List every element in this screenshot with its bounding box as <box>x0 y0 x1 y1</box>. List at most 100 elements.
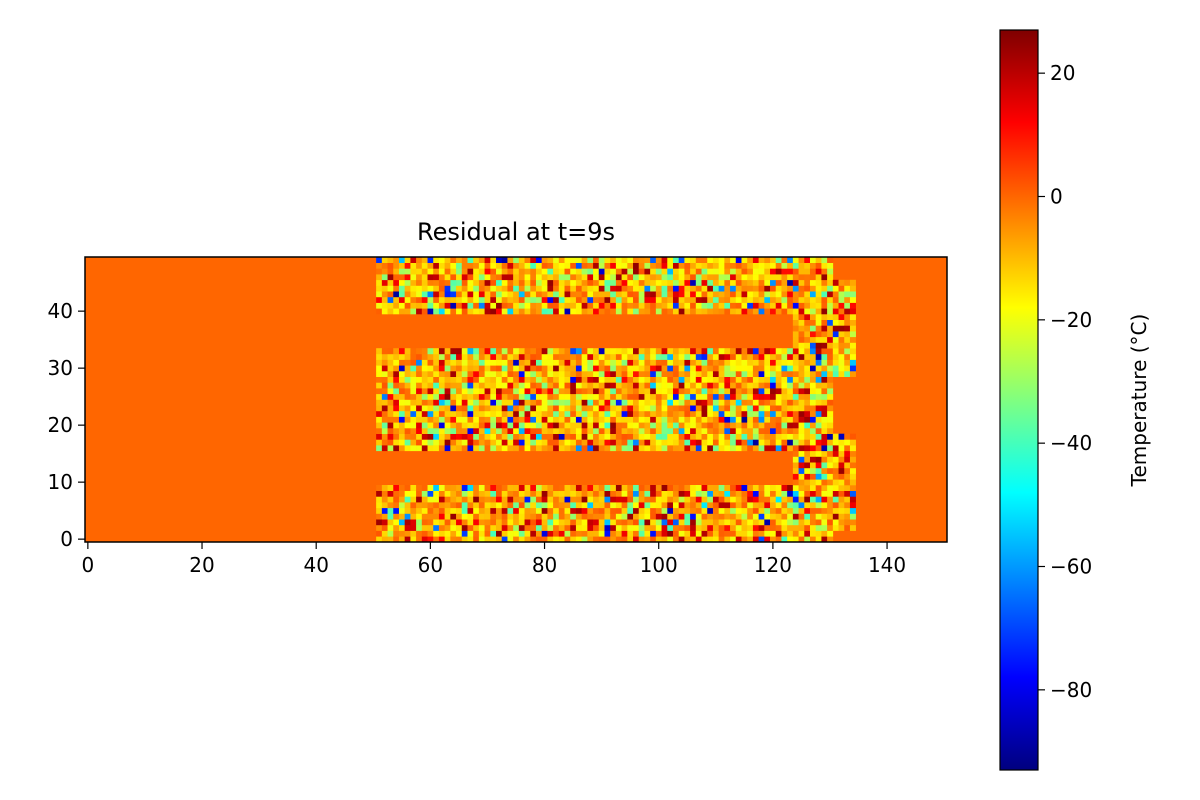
heatmap-cell <box>513 285 520 292</box>
heatmap-cell <box>376 530 383 537</box>
heatmap-cell <box>518 382 525 389</box>
heatmap-cell <box>849 473 856 480</box>
heatmap-cell <box>718 382 725 389</box>
heatmap-cell <box>398 433 405 440</box>
heatmap-cell <box>809 416 816 423</box>
heatmap-cell <box>815 331 822 338</box>
heatmap-cell <box>798 291 805 298</box>
heatmap-cell <box>644 405 651 412</box>
heatmap-cell <box>832 496 839 503</box>
heatmap-cell <box>507 365 514 372</box>
heatmap-cell <box>404 422 411 429</box>
heatmap-cell <box>570 445 577 452</box>
heatmap-cell <box>815 285 822 292</box>
heatmap-cell <box>461 302 468 309</box>
heatmap-cell <box>655 279 662 286</box>
heatmap-cell <box>667 405 674 412</box>
heatmap-cell <box>553 485 560 491</box>
heatmap-cell <box>575 296 582 303</box>
heatmap-cell <box>621 268 628 275</box>
heatmap-cell <box>798 331 805 338</box>
heatmap-cell <box>496 536 503 543</box>
heatmap-cell <box>792 410 799 417</box>
heatmap-cell <box>581 285 588 292</box>
heatmap-cell <box>547 433 554 440</box>
heatmap-cell <box>758 519 765 526</box>
heatmap-cell <box>638 399 645 406</box>
heatmap-cell <box>741 513 748 520</box>
heatmap-cell <box>547 439 554 446</box>
heatmap-cell <box>558 348 565 355</box>
heatmap-cell <box>410 348 417 355</box>
heatmap-cell <box>672 513 679 520</box>
heatmap-cell <box>730 422 737 429</box>
heatmap-cell <box>638 490 645 497</box>
heatmap-cell <box>421 536 428 543</box>
heatmap-cell <box>564 302 571 309</box>
heatmap-cell <box>444 519 451 526</box>
heatmap-cell <box>712 416 719 423</box>
heatmap-cell <box>798 422 805 429</box>
heatmap-cell <box>547 274 554 281</box>
heatmap-cell <box>804 325 811 332</box>
heatmap-cell <box>535 285 542 292</box>
heatmap-cell <box>747 524 754 531</box>
heatmap-cell <box>427 422 434 429</box>
heatmap-cell <box>376 296 383 303</box>
heatmap-cell <box>558 365 565 372</box>
heatmap-cell <box>798 445 805 452</box>
heatmap-cell <box>444 428 451 434</box>
heatmap-cell <box>461 285 468 292</box>
heatmap-cell <box>547 296 554 303</box>
heatmap-cell <box>621 296 628 303</box>
heatmap-cell <box>604 416 611 423</box>
heatmap-cell <box>832 285 839 292</box>
y-tick-label: 40 <box>48 299 73 323</box>
heatmap-cell <box>701 382 708 389</box>
heatmap-cell <box>450 428 457 434</box>
heatmap-cell <box>581 416 588 423</box>
heatmap-cell <box>496 268 503 275</box>
heatmap-cell <box>547 536 554 543</box>
heatmap-cell <box>792 393 799 400</box>
heatmap-cell <box>575 445 582 452</box>
heatmap-cell <box>524 433 531 440</box>
heatmap-cell <box>678 536 685 543</box>
heatmap-cell <box>804 410 811 417</box>
heatmap-cell <box>633 405 640 412</box>
heatmap-cell <box>541 405 548 412</box>
heatmap-cell <box>741 422 748 429</box>
heatmap-cell <box>615 519 622 526</box>
heatmap-cell <box>707 530 714 537</box>
heatmap-cell <box>633 371 640 377</box>
heatmap-cell <box>598 382 605 389</box>
heatmap-cell <box>473 445 480 452</box>
heatmap-cell <box>598 502 605 509</box>
heatmap-cell <box>804 536 811 543</box>
heatmap-cell <box>627 388 634 395</box>
heatmap-cell <box>804 416 811 423</box>
heatmap-cell <box>604 382 611 389</box>
heatmap-cell <box>535 428 542 434</box>
heatmap-cell <box>621 513 628 520</box>
heatmap-cell <box>398 428 405 434</box>
heatmap-cell <box>558 445 565 452</box>
heatmap-cell <box>456 536 463 543</box>
heatmap-cell <box>461 507 468 514</box>
heatmap-cell <box>809 530 816 537</box>
heatmap-cell <box>849 524 856 531</box>
heatmap-cell <box>593 428 600 434</box>
heatmap-cell <box>827 371 834 377</box>
heatmap-cell <box>381 382 388 389</box>
heatmap-cell <box>684 353 691 360</box>
heatmap-cell <box>558 485 565 491</box>
heatmap-cell <box>712 285 719 292</box>
heatmap-cell <box>427 496 434 503</box>
heatmap-cell <box>610 405 617 412</box>
heatmap-cell <box>376 365 383 372</box>
heatmap-cell <box>598 530 605 537</box>
heatmap-cell <box>518 519 525 526</box>
heatmap-cell <box>752 257 759 263</box>
heatmap-cell <box>655 513 662 520</box>
heatmap-cell <box>398 268 405 275</box>
